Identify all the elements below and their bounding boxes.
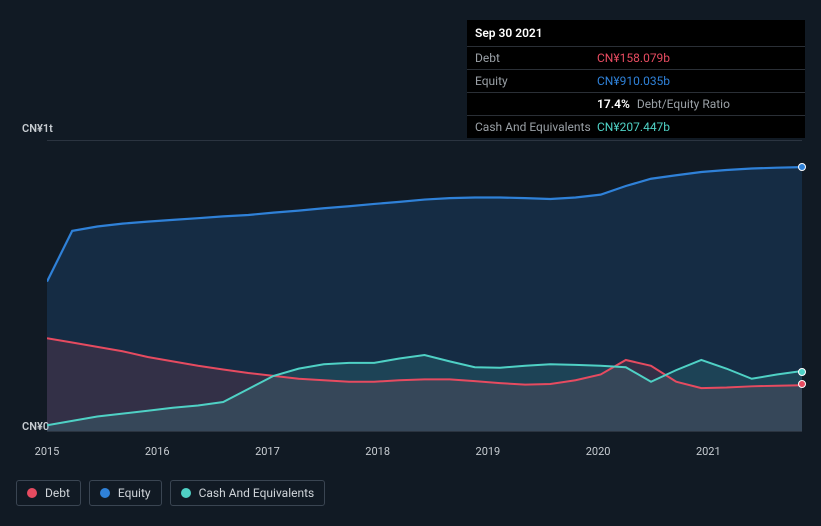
chart-plot-area[interactable] xyxy=(47,140,802,432)
x-tick-label: 2019 xyxy=(476,445,501,458)
legend-label: Cash And Equivalents xyxy=(199,486,315,500)
tooltip-row-cash: Cash And Equivalents CN¥207.447b xyxy=(467,115,805,138)
legend: Debt Equity Cash And Equivalents xyxy=(16,480,325,506)
tooltip-value: CN¥158.079b xyxy=(597,51,670,65)
tooltip-date: Sep 30 2021 xyxy=(467,20,805,46)
tooltip-ratio-label: Debt/Equity Ratio xyxy=(637,97,730,111)
legend-item[interactable]: Cash And Equivalents xyxy=(170,480,326,506)
tooltip-value: CN¥910.035b xyxy=(597,74,670,88)
cash-end-marker xyxy=(798,368,806,376)
legend-swatch xyxy=(100,488,110,498)
x-tick-label: 2015 xyxy=(35,445,60,458)
tooltip-value: CN¥207.447b xyxy=(597,120,670,134)
legend-item[interactable]: Equity xyxy=(89,480,162,506)
legend-swatch xyxy=(27,488,37,498)
tooltip-label: Debt xyxy=(475,51,597,65)
equity-end-marker xyxy=(798,163,806,171)
tooltip-ratio-pct: 17.4% xyxy=(597,97,630,111)
legend-item[interactable]: Debt xyxy=(16,480,81,506)
y-axis-label-max: CN¥1t xyxy=(22,122,53,135)
x-tick-label: 2017 xyxy=(255,445,280,458)
legend-label: Debt xyxy=(45,486,70,500)
x-tick-label: 2016 xyxy=(145,445,170,458)
chart-svg xyxy=(47,141,802,431)
tooltip-label xyxy=(475,97,597,111)
chart-tooltip: Sep 30 2021 Debt CN¥158.079b Equity CN¥9… xyxy=(467,20,805,138)
tooltip-row-equity: Equity CN¥910.035b xyxy=(467,69,805,92)
x-tick-label: 2021 xyxy=(696,445,721,458)
x-tick-label: 2020 xyxy=(586,445,611,458)
debt-end-marker xyxy=(798,380,806,388)
x-axis: 2015201620172018201920202021 xyxy=(47,445,802,465)
tooltip-label: Cash And Equivalents xyxy=(475,120,597,134)
tooltip-row-debt: Debt CN¥158.079b xyxy=(467,46,805,69)
legend-label: Equity xyxy=(118,486,151,500)
tooltip-label: Equity xyxy=(475,74,597,88)
x-tick-label: 2018 xyxy=(365,445,390,458)
y-axis-label-min: CN¥0 xyxy=(22,420,49,433)
tooltip-row-ratio: 17.4% Debt/Equity Ratio xyxy=(467,92,805,115)
legend-swatch xyxy=(181,488,191,498)
